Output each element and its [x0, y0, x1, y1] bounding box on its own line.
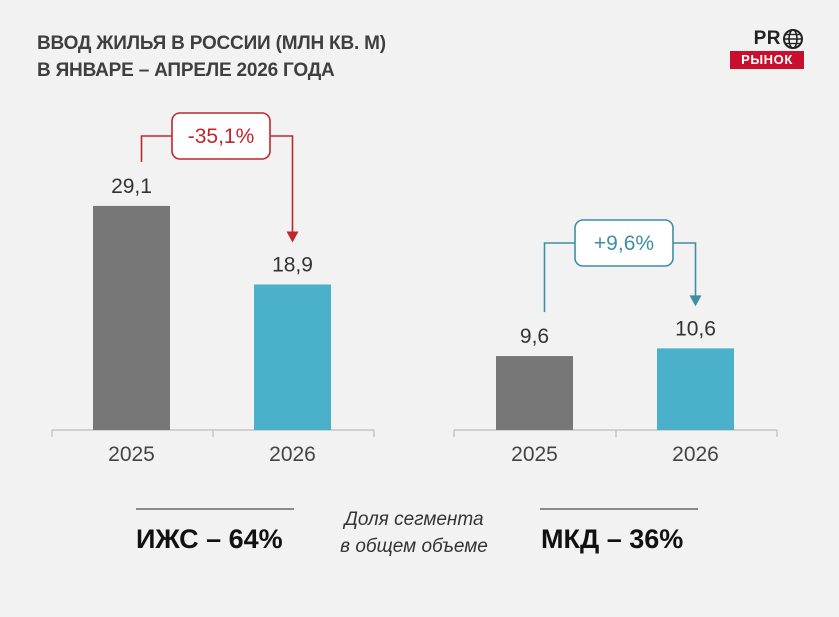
pro-rynok-logo: PR РЫНОК [730, 28, 804, 69]
title-line-1: ВВОД ЖИЛЬЯ В РОССИИ (МЛН КВ. М) [37, 33, 386, 54]
change-connector-right-izhs [270, 135, 294, 234]
footer-divider-left [136, 508, 294, 510]
value-label-izhs-2025: 29,1 [111, 175, 152, 198]
value-label-mkd-2025: 9,6 [520, 325, 549, 348]
x-tick-label-mkd-2026: 2026 [672, 443, 719, 466]
logo-bottom: РЫНОК [730, 51, 804, 69]
share-caption-line-1: Доля сегмента [344, 509, 484, 530]
x-tick-label-izhs-2025: 2025 [108, 443, 155, 466]
change-arrow-mkd [689, 295, 702, 307]
change-label-mkd: +9,6% [594, 232, 654, 255]
bar-mkd-2026 [657, 348, 734, 430]
logo-top-text: PR [753, 28, 781, 49]
change-connector-left-izhs [140, 135, 172, 162]
chart-title: ВВОД ЖИЛЬЯ В РОССИИ (МЛН КВ. М) В ЯНВАРЕ… [37, 30, 386, 84]
change-label-izhs: -35,1% [188, 125, 255, 148]
bar-izhs-2025 [93, 205, 170, 430]
segment-izhs-share: ИЖС – 64% [136, 524, 283, 554]
change-box-mkd [574, 219, 674, 267]
value-label-mkd-2026: 10,6 [675, 317, 716, 340]
change-arrow-izhs [286, 231, 299, 243]
segment-mkd-share: МКД – 36% [541, 524, 684, 554]
value-label-izhs-2026: 18,9 [272, 253, 313, 276]
x-tick-label-mkd-2025: 2025 [511, 443, 558, 466]
change-connector-right-mkd [673, 242, 697, 298]
segment-share-caption: Доля сегмента в общем объеме [314, 506, 514, 560]
footer-divider-right [540, 508, 698, 510]
bar-charts: 29,1 2025 18,9 2026 -35,1% 9,6 2025 10,6 2026 +9,… [51, 112, 778, 466]
bar-izhs-2026 [254, 284, 331, 430]
change-box-izhs [171, 112, 271, 160]
title-line-2: В ЯНВАРЕ – АПРЕЛЕ 2026 ГОДА [37, 60, 335, 81]
x-tick-label-izhs-2026: 2026 [269, 443, 316, 466]
change-connector-left-mkd [543, 242, 575, 313]
bar-mkd-2025 [496, 356, 573, 430]
logo-top: PR [730, 28, 804, 50]
globe-icon [783, 29, 803, 49]
share-caption-line-2: в общем объеме [340, 536, 488, 557]
